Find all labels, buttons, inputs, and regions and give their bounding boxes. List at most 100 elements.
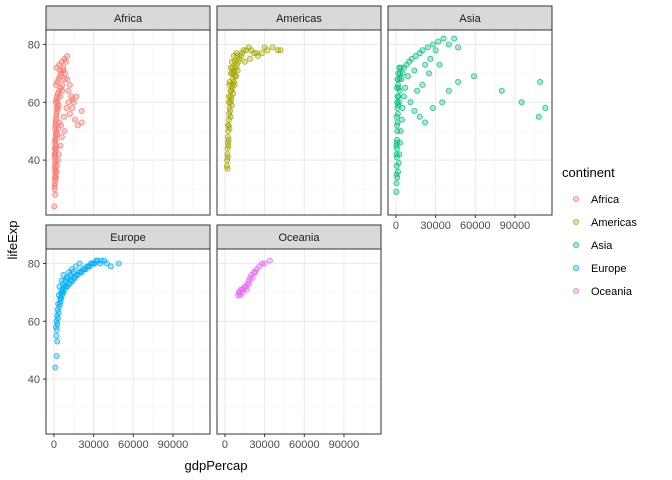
data-point	[393, 180, 400, 187]
data-point	[535, 113, 542, 120]
data-point	[230, 79, 237, 86]
data-point	[395, 70, 402, 77]
facet-panel-asia: Asia	[387, 5, 553, 216]
data-point	[226, 81, 233, 88]
legend-item-asia: Asia	[573, 240, 613, 252]
data-point	[58, 122, 65, 129]
data-point	[58, 133, 65, 140]
points-asia	[393, 35, 549, 195]
data-point	[51, 203, 58, 210]
panel-border	[45, 248, 211, 435]
facet-strip-label: Africa	[114, 13, 143, 25]
data-point	[55, 151, 62, 158]
data-point	[244, 280, 251, 287]
data-point	[228, 58, 235, 65]
facet-panel-africa: Africa	[45, 5, 211, 216]
data-point	[394, 99, 401, 106]
data-point	[62, 58, 69, 65]
data-point	[422, 119, 429, 126]
data-point	[393, 84, 400, 91]
data-point	[537, 79, 544, 86]
data-point	[227, 113, 234, 120]
data-point	[66, 81, 73, 88]
data-point	[54, 157, 61, 164]
data-point	[394, 122, 401, 129]
data-point	[254, 53, 261, 60]
data-point	[54, 131, 61, 138]
data-point	[228, 70, 235, 77]
data-point	[239, 289, 246, 296]
data-point	[393, 188, 400, 195]
legend-title: continent	[562, 165, 615, 180]
legend-label: Oceania	[591, 286, 633, 298]
data-point	[54, 162, 61, 169]
data-point	[53, 105, 60, 112]
data-point	[498, 87, 505, 94]
data-point	[234, 67, 241, 74]
data-point	[266, 257, 273, 264]
data-point	[439, 99, 446, 106]
data-point	[229, 64, 236, 71]
data-point	[69, 96, 76, 103]
panel-border	[45, 29, 211, 216]
facet-strip-label: Europe	[110, 232, 145, 244]
data-point	[396, 76, 403, 83]
data-point	[66, 110, 73, 117]
data-point	[241, 58, 248, 65]
data-point	[55, 300, 62, 307]
points-africa	[51, 53, 85, 210]
data-point	[394, 93, 401, 100]
data-point	[253, 50, 260, 57]
data-point	[235, 58, 242, 65]
data-point	[57, 93, 64, 100]
data-point	[445, 87, 452, 94]
facet-strip-label: Americas	[276, 13, 322, 25]
data-point	[455, 44, 462, 51]
data-point	[395, 159, 402, 166]
legend-item-europe: Europe	[573, 263, 626, 275]
x-axis-title: gdpPercap	[185, 458, 248, 473]
data-point	[56, 73, 63, 80]
data-point	[398, 116, 405, 123]
data-point	[53, 332, 60, 339]
data-point	[56, 283, 63, 290]
data-point	[56, 67, 63, 74]
legend-key	[573, 287, 580, 294]
data-point	[233, 50, 240, 57]
data-point	[419, 81, 426, 88]
data-point	[451, 35, 458, 42]
data-point	[246, 280, 253, 287]
data-point	[61, 76, 68, 83]
x-tick-label: 0	[393, 220, 399, 232]
facet-panels: Africa Americas Asia Europe Oceania	[45, 5, 553, 435]
facet-strip-label: Oceania	[279, 232, 321, 244]
y-tick-label: 80	[28, 258, 40, 270]
panel-background	[217, 249, 381, 434]
data-point	[396, 64, 403, 71]
x-tick-label: 30000	[78, 439, 109, 451]
panel-border	[216, 248, 382, 435]
data-point	[394, 76, 401, 83]
data-point	[115, 260, 122, 267]
data-point	[227, 64, 234, 71]
data-point	[52, 136, 59, 143]
data-point	[411, 67, 418, 74]
data-point	[445, 41, 452, 48]
data-point	[399, 105, 406, 112]
data-point	[249, 274, 256, 281]
data-point	[225, 122, 232, 129]
data-point	[60, 272, 67, 279]
data-point	[435, 38, 442, 45]
data-point	[225, 93, 232, 100]
data-point	[52, 81, 59, 88]
data-point	[54, 312, 61, 319]
facet-strip	[45, 224, 211, 250]
legend-label: Europe	[591, 263, 626, 275]
data-point	[416, 113, 423, 120]
data-point	[60, 113, 67, 120]
data-point	[397, 128, 404, 135]
facet-panel-europe: Europe	[45, 224, 211, 435]
data-point	[231, 58, 238, 65]
data-point	[394, 168, 401, 175]
data-point	[64, 53, 71, 60]
